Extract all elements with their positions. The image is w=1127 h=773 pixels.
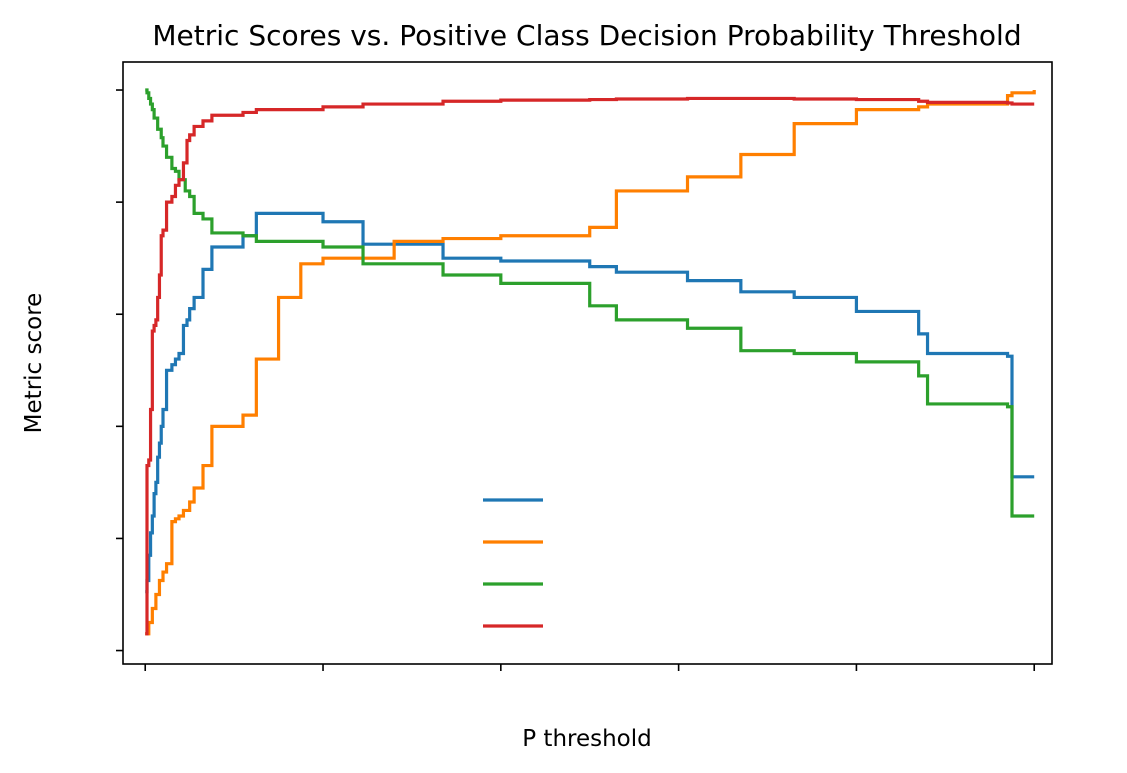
legend [483, 498, 543, 628]
series-line-1 [145, 90, 1036, 636]
chart-title: Metric Scores vs. Positive Class Decisio… [152, 19, 1021, 52]
series-line-3 [145, 96, 1035, 636]
series-line-0 [145, 211, 1035, 594]
y-axis-label: Metric score [21, 293, 47, 434]
axis-ticks [116, 89, 1036, 671]
x-axis-label: P threshold [522, 726, 652, 752]
series-line-2 [145, 88, 1035, 518]
series-lines [145, 88, 1036, 636]
plot-frame [122, 61, 1053, 665]
